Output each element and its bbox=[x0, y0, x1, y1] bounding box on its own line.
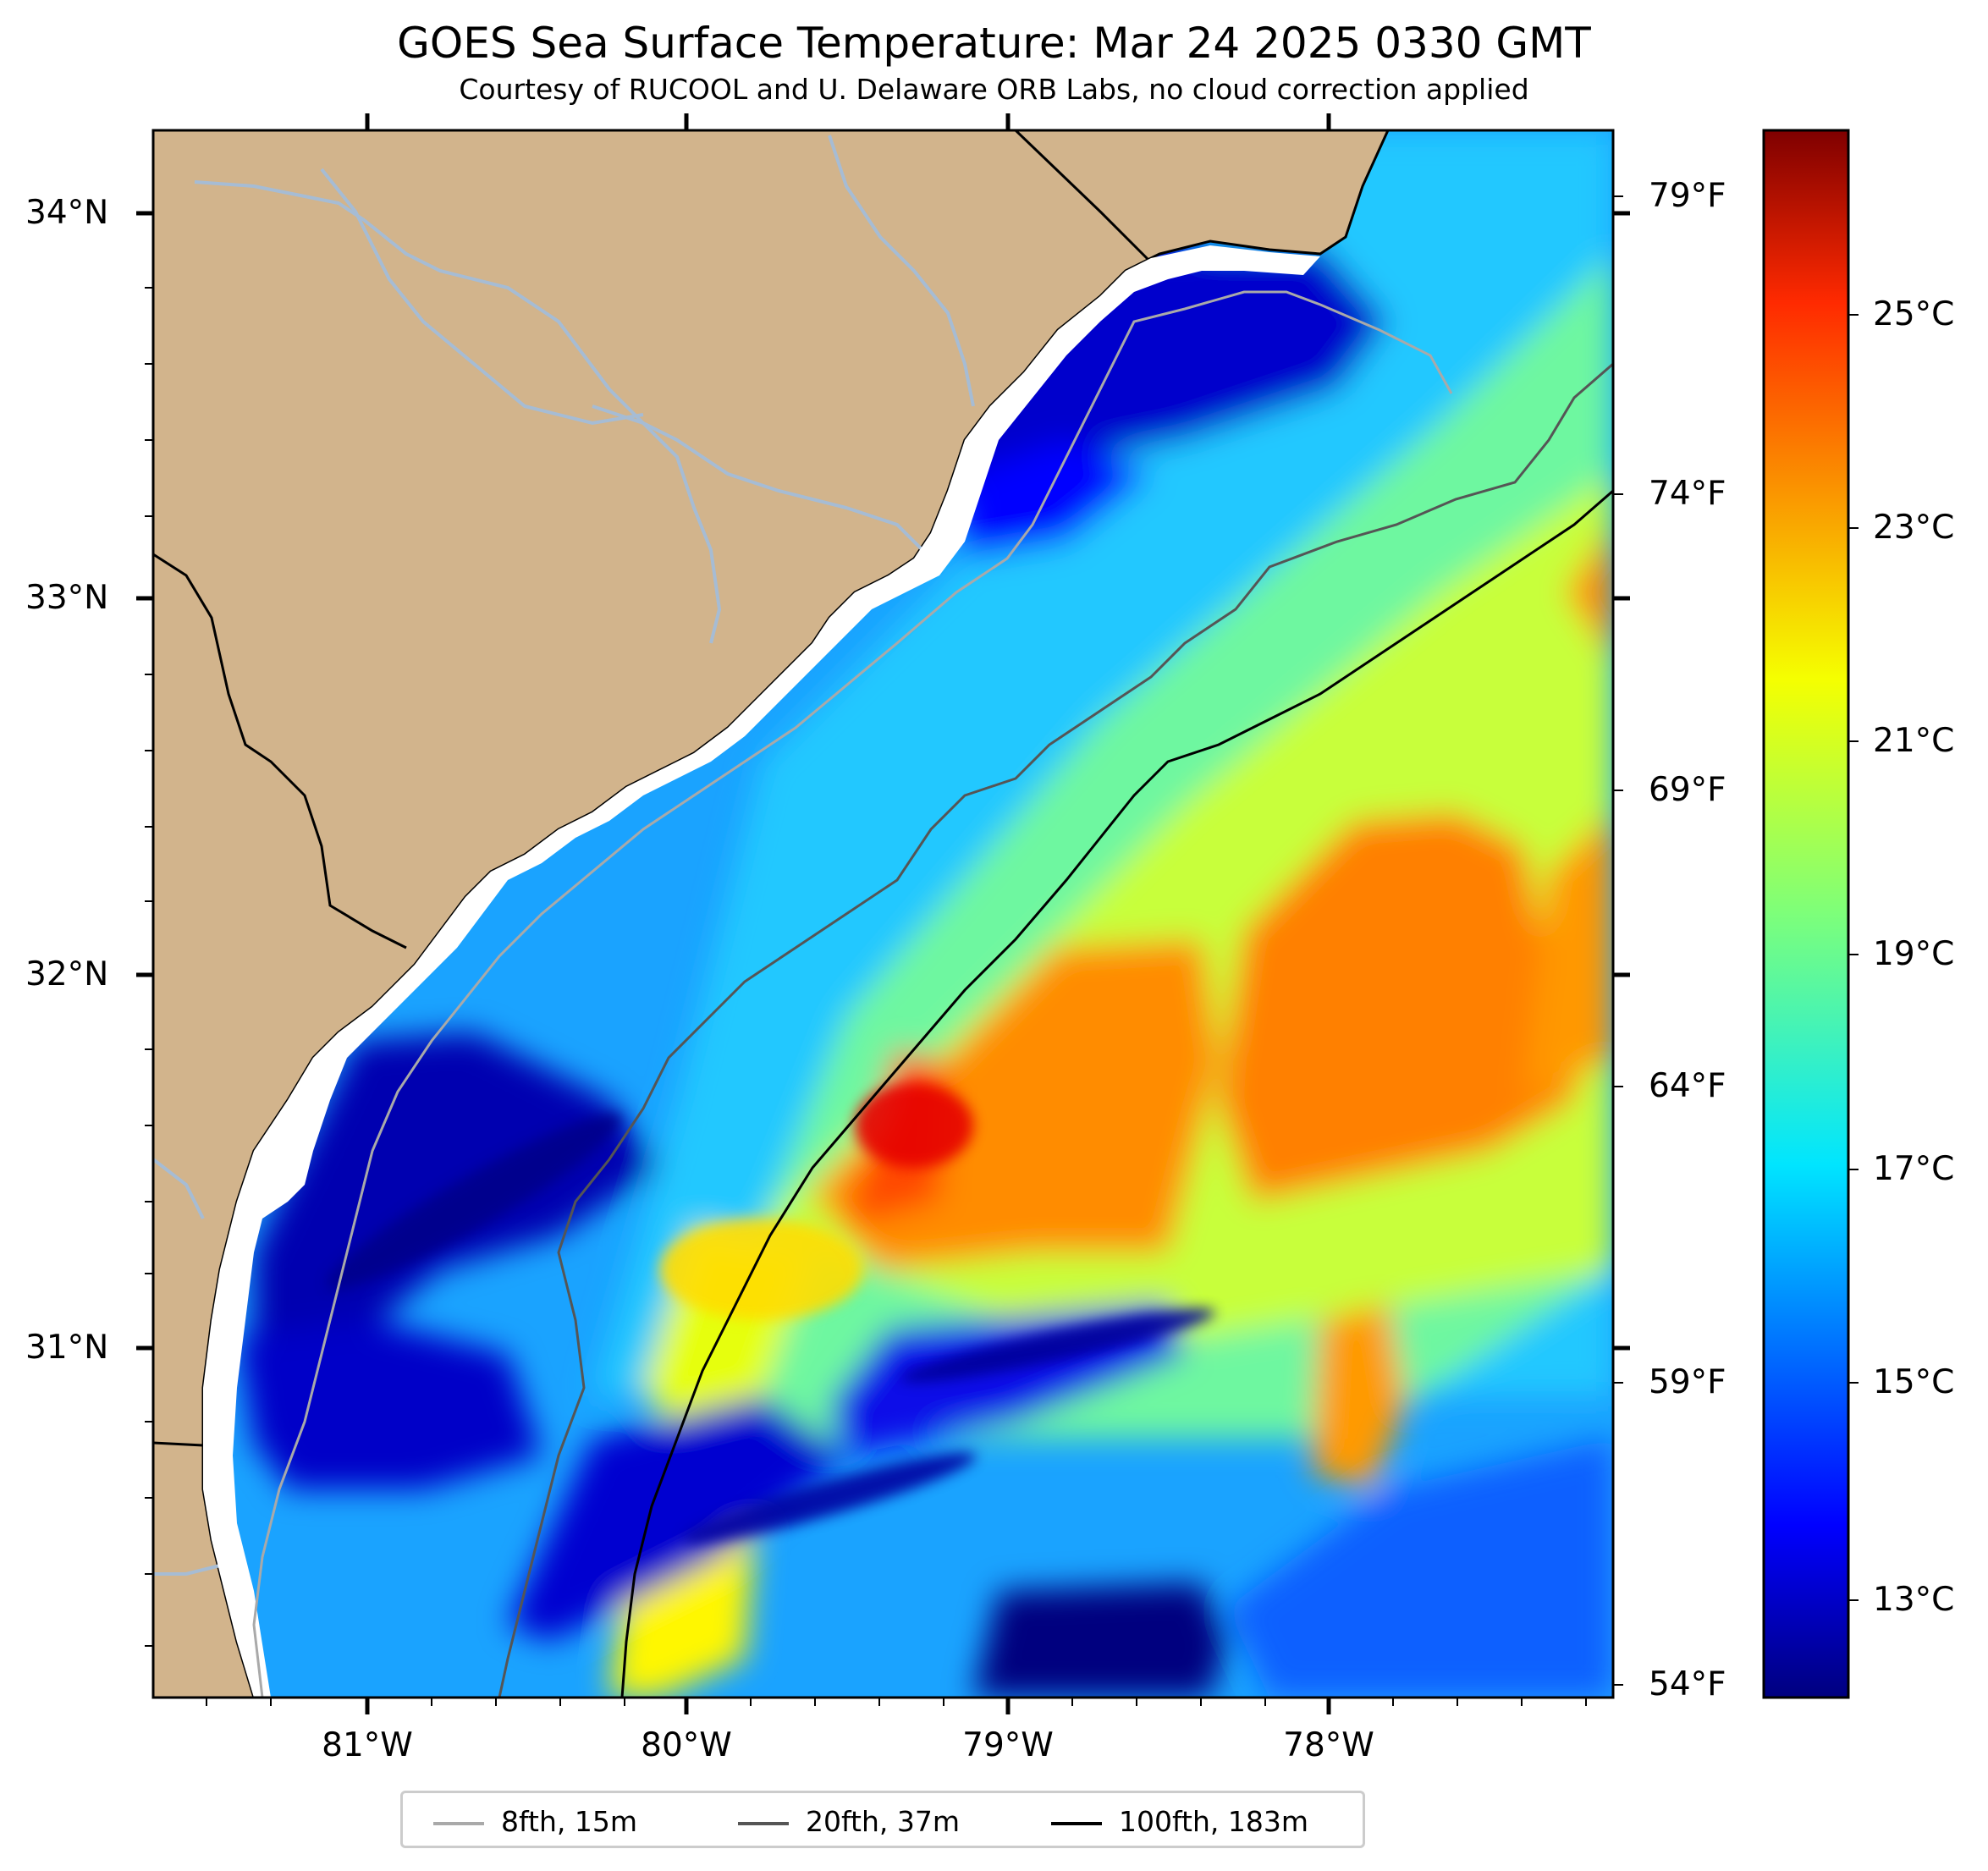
lon-label-79w: 79°W bbox=[962, 1726, 1054, 1764]
minor-ticks bbox=[145, 287, 1587, 1706]
coastal-nodata bbox=[203, 245, 1320, 1698]
lat-ticks bbox=[136, 211, 1630, 1351]
map-title: GOES Sea Surface Temperature: Mar 24 202… bbox=[397, 19, 1591, 68]
state-borders bbox=[153, 130, 1153, 1447]
lon-label-81w: 81°W bbox=[322, 1726, 413, 1764]
fahrenheit-label-64f: 64°F bbox=[1649, 1067, 1726, 1105]
isobath-legend: 8fth, 15m 20fth, 37m 100fth, 183m bbox=[400, 1791, 1365, 1848]
colorbar-label-25c: 25°C bbox=[1873, 295, 1955, 333]
colorbar bbox=[1762, 129, 1850, 1699]
fahrenheit-label-59f: 59°F bbox=[1649, 1363, 1726, 1401]
fahrenheit-label-54f: 54°F bbox=[1649, 1665, 1726, 1703]
colorbar-label-13c: 13°C bbox=[1873, 1581, 1955, 1619]
lon-ticks bbox=[365, 113, 1331, 1714]
colorbar-label-21c: 21°C bbox=[1873, 722, 1955, 760]
lon-label-78w: 78°W bbox=[1283, 1726, 1374, 1764]
colorbar-label-15c: 15°C bbox=[1873, 1363, 1955, 1401]
isobath-8fth bbox=[252, 290, 1453, 1698]
fahrenheit-label-79f: 79°F bbox=[1649, 177, 1726, 215]
colorbar-label-23c: 23°C bbox=[1873, 509, 1955, 547]
legend-label-20fth: 20fth, 37m bbox=[806, 1805, 960, 1838]
colorbar-label-19c: 19°C bbox=[1873, 935, 1955, 973]
isobath-100fth bbox=[620, 489, 1613, 1698]
fahrenheit-label-74f: 74°F bbox=[1649, 475, 1726, 513]
fahrenheit-label-69f: 69°F bbox=[1649, 771, 1726, 809]
map-subtitle: Courtesy of RUCOOL and U. Delaware ORB L… bbox=[459, 73, 1529, 106]
colorbar-ticks bbox=[1848, 314, 1859, 1601]
legend-swatch-100fth bbox=[1051, 1822, 1102, 1825]
isobath-20fth bbox=[498, 362, 1613, 1698]
fahrenheit-ticks bbox=[1613, 195, 1623, 1686]
legend-label-8fth: 8fth, 15m bbox=[501, 1805, 638, 1838]
legend-swatch-20fth bbox=[738, 1822, 789, 1825]
colorbar-label-17c: 17°C bbox=[1873, 1150, 1955, 1188]
lat-label-31n: 31°N bbox=[25, 1329, 109, 1367]
lat-label-33n: 33°N bbox=[25, 579, 109, 617]
map-plot-area bbox=[153, 130, 1613, 1698]
rivers bbox=[153, 135, 975, 1576]
lat-label-32n: 32°N bbox=[25, 955, 109, 993]
map-frame bbox=[151, 129, 1615, 1699]
lat-label-34n: 34°N bbox=[25, 194, 109, 232]
lon-label-80w: 80°W bbox=[641, 1726, 732, 1764]
legend-label-100fth: 100fth, 183m bbox=[1119, 1805, 1308, 1838]
sst-detail bbox=[327, 1083, 1215, 1544]
legend-swatch-8fth bbox=[433, 1822, 484, 1825]
